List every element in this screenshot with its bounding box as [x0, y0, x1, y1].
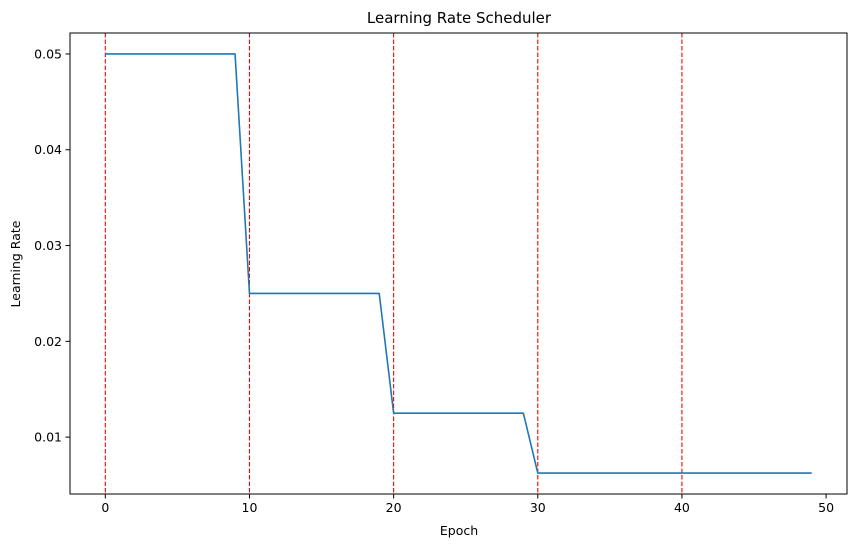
- y-tick-label: 0.01: [34, 430, 62, 445]
- x-tick-label: 20: [386, 500, 402, 515]
- axes-frame: [69, 32, 848, 495]
- x-tick-label: 30: [530, 500, 546, 515]
- y-axis-label: Learning Rate: [8, 220, 23, 307]
- y-tick-label: 0.03: [34, 238, 62, 253]
- x-tick-label: 10: [242, 500, 258, 515]
- y-tick-label: 0.02: [34, 334, 62, 349]
- y-tick-label: 0.05: [34, 46, 62, 61]
- series-line: [105, 53, 812, 474]
- chart-title: Learning Rate Scheduler: [367, 9, 552, 27]
- x-tick-label: 40: [674, 500, 690, 515]
- x-axis-label: Epoch: [440, 523, 478, 538]
- y-tick-label: 0.04: [34, 142, 62, 157]
- x-tick-label: 50: [818, 500, 834, 515]
- plot-area: 0 10 20 30 40 50 0.01 0.02 0.03 0.04 0.05: [34, 32, 848, 515]
- x-tick-label: 0: [101, 500, 109, 515]
